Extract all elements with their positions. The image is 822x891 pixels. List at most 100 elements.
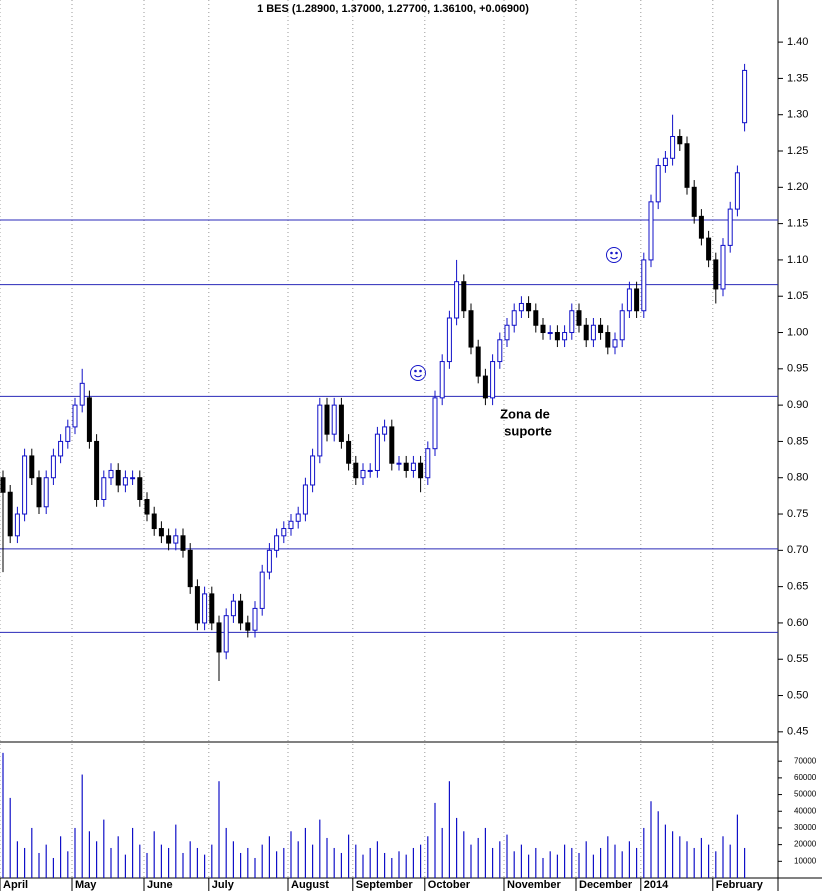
y-tick-label: 0.55 bbox=[787, 653, 808, 665]
candle bbox=[245, 615, 251, 638]
y-tick-label: 1.25 bbox=[787, 145, 808, 157]
candle-body bbox=[583, 324, 589, 341]
candle bbox=[504, 318, 510, 348]
candle-body bbox=[655, 165, 661, 203]
candle bbox=[238, 593, 244, 631]
candle-body bbox=[29, 455, 35, 479]
candle-body bbox=[259, 571, 265, 609]
candle-body bbox=[576, 310, 582, 326]
candle-body bbox=[115, 469, 121, 486]
candle bbox=[86, 390, 92, 449]
volume-y-tick-label: 60000 bbox=[794, 773, 817, 782]
candle-body bbox=[295, 513, 301, 522]
x-tick-label: September bbox=[356, 879, 414, 891]
candle bbox=[353, 455, 359, 485]
candle-body bbox=[360, 469, 366, 479]
volume-y-tick-label: 20000 bbox=[794, 840, 817, 849]
x-tick-label: February bbox=[716, 879, 764, 891]
candle-body bbox=[497, 339, 503, 363]
candle-body bbox=[547, 332, 553, 335]
y-tick-label: 0.45 bbox=[787, 726, 808, 738]
y-tick-label: 0.60 bbox=[787, 617, 808, 629]
candle bbox=[576, 303, 582, 333]
candle bbox=[670, 114, 676, 166]
annotation: suporte bbox=[504, 423, 552, 438]
candle-body bbox=[137, 477, 143, 501]
candle bbox=[29, 448, 35, 485]
y-tick-label: 0.95 bbox=[787, 363, 808, 375]
candle-body bbox=[662, 157, 668, 167]
candle bbox=[79, 368, 85, 413]
x-tick-label: May bbox=[75, 879, 97, 891]
candle-body bbox=[425, 448, 431, 479]
candle-body bbox=[36, 477, 42, 508]
candle-body bbox=[223, 615, 229, 653]
candle bbox=[151, 506, 157, 536]
candle bbox=[367, 463, 373, 478]
candle-body bbox=[0, 477, 6, 493]
candle bbox=[677, 129, 683, 152]
candle-body bbox=[554, 332, 560, 341]
candle-body bbox=[598, 324, 604, 334]
candle-body bbox=[619, 310, 625, 341]
candle bbox=[432, 390, 438, 456]
candle bbox=[698, 209, 704, 246]
candle-body bbox=[670, 135, 676, 159]
candle bbox=[626, 281, 632, 318]
candle bbox=[382, 419, 388, 442]
y-tick-label: 1.30 bbox=[787, 109, 808, 121]
x-tick-label: November bbox=[507, 879, 562, 891]
candle bbox=[230, 593, 236, 623]
y-tick-label: 1.00 bbox=[787, 326, 808, 338]
volume-y-tick-label: 10000 bbox=[794, 856, 817, 865]
candle-body bbox=[590, 324, 596, 341]
candle-body bbox=[238, 600, 244, 624]
smiley bbox=[606, 247, 622, 263]
candle bbox=[655, 158, 661, 210]
candle bbox=[360, 463, 366, 485]
candle bbox=[173, 528, 179, 551]
candle-body bbox=[288, 520, 294, 530]
candle-body bbox=[22, 455, 28, 515]
y-tick-label: 0.90 bbox=[787, 399, 808, 411]
candle-body bbox=[389, 426, 395, 464]
x-tick-label: July bbox=[212, 879, 235, 891]
candle bbox=[468, 303, 474, 355]
candle-body bbox=[151, 513, 157, 530]
candle-body bbox=[475, 346, 481, 377]
candle bbox=[569, 303, 575, 340]
candle-body bbox=[432, 397, 438, 450]
candle bbox=[14, 506, 20, 544]
candle-body bbox=[324, 404, 330, 435]
candle-body bbox=[317, 404, 323, 457]
candle-body bbox=[94, 440, 100, 501]
candle-body bbox=[720, 244, 726, 290]
candle-body bbox=[202, 593, 208, 624]
candle-body bbox=[482, 375, 488, 399]
candle bbox=[410, 455, 416, 478]
candle-body bbox=[446, 317, 452, 363]
candle bbox=[252, 601, 258, 638]
candle-body bbox=[468, 310, 474, 348]
candle-body bbox=[612, 339, 618, 348]
candle-body bbox=[144, 499, 150, 515]
candle bbox=[65, 419, 71, 449]
candle bbox=[158, 521, 164, 544]
candle bbox=[533, 303, 539, 333]
candle bbox=[338, 397, 344, 449]
candle bbox=[641, 252, 647, 318]
candle bbox=[0, 470, 6, 573]
candle-body bbox=[367, 469, 373, 472]
candle-body bbox=[65, 426, 71, 442]
candle-body bbox=[569, 310, 575, 334]
candle bbox=[101, 470, 107, 507]
candle bbox=[331, 397, 337, 442]
candle-body bbox=[511, 310, 517, 326]
candle bbox=[605, 325, 611, 355]
candle bbox=[706, 230, 712, 268]
annotation: Zona de bbox=[500, 406, 550, 421]
candle bbox=[634, 281, 640, 318]
volume-y-tick-label: 70000 bbox=[794, 756, 817, 765]
